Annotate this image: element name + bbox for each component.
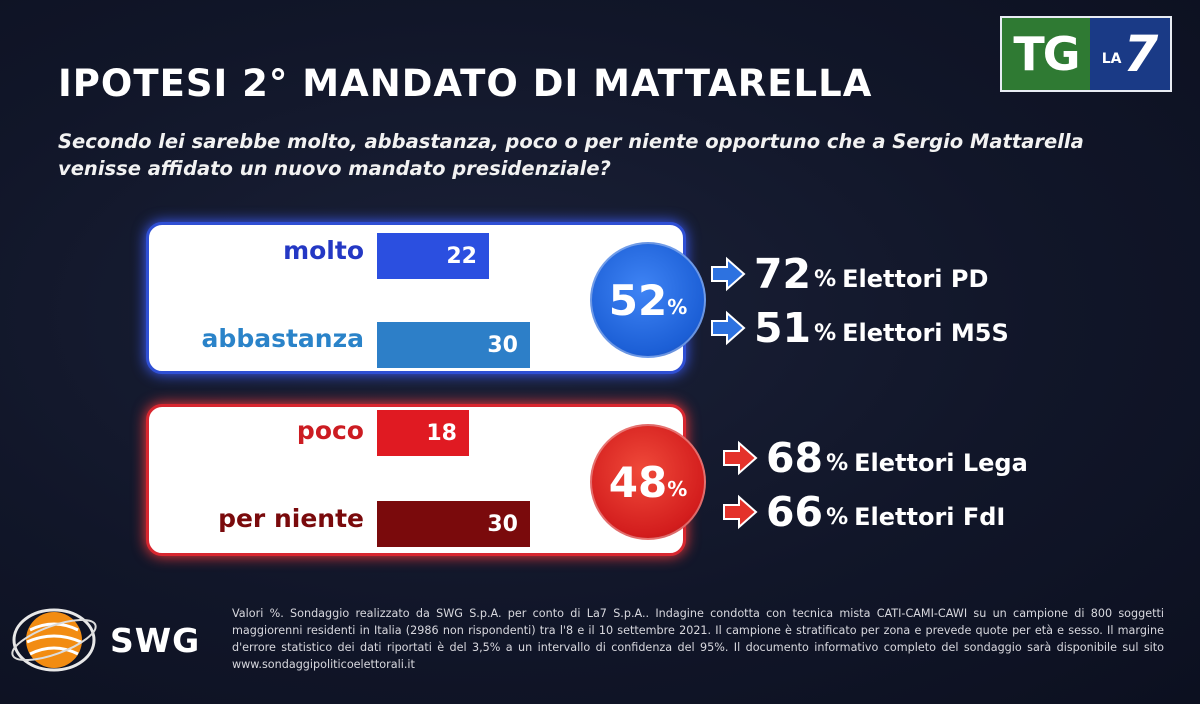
voter-value: 68 [766,434,824,482]
voter-unit: % [814,266,837,292]
la7-logo-la: LA [1101,51,1122,67]
favorable-total-circle: 52 % [590,242,706,358]
favorable-total-unit: % [667,295,688,319]
voter-stat: 66% Elettori FdI [722,488,1005,536]
voter-label: Elettori M5S [842,319,1009,347]
voter-value: 51 [754,304,812,352]
voter-stat: 72% Elettori PD [710,250,988,298]
la7-logo: LA 7 [1090,18,1170,90]
bar-value-label: 30 [487,332,518,358]
bar-value-label: 18 [426,420,457,446]
chart-title: IPOTESI 2° MANDATO DI MATTARELLA [58,62,873,105]
voter-unit: % [814,320,837,346]
arrow-right-icon [723,494,758,530]
voter-value: 66 [766,488,824,536]
swg-logo: SWG [10,600,200,680]
bar: 22 [377,233,489,279]
voter-stat: 68% Elettori Lega [722,434,1028,482]
category-label: poco [296,416,364,445]
unfavorable-total-value: 48 [608,457,668,507]
survey-question: Secondo lei sarebbe molto, abbastanza, p… [58,130,1084,180]
arrow-right-icon [711,310,746,346]
tg-la7-logo: TG LA 7 [1000,16,1172,92]
voter-label: Elettori PD [842,265,989,293]
tg-logo-text: TG [1002,18,1090,90]
voter-label: Elettori Lega [854,449,1028,477]
bar: 30 [377,322,530,368]
voter-unit: % [826,450,849,476]
methodology-note: Valori %. Sondaggio realizzato da SWG S.… [232,607,1164,671]
category-label: abbastanza [201,324,364,353]
voter-label: Elettori FdI [854,503,1006,531]
bar: 18 [377,410,469,456]
voter-stat: 51% Elettori M5S [710,304,1009,352]
bar-value-label: 30 [487,511,518,537]
arrow-right-icon [711,256,746,292]
globe-icon [11,608,97,672]
swg-logo-text: SWG [110,620,201,660]
bar-value-label: 22 [446,243,477,269]
favorable-total-value: 52 [608,275,668,325]
arrow-right-icon [723,440,758,476]
unfavorable-total-unit: % [667,477,688,501]
unfavorable-total-circle: 48 % [590,424,706,540]
category-label: molto [283,236,364,265]
la7-logo-seven: 7 [1123,25,1159,83]
voter-unit: % [826,504,849,530]
category-label: per niente [218,504,364,533]
bar: 30 [377,501,530,547]
voter-value: 72 [754,250,812,298]
